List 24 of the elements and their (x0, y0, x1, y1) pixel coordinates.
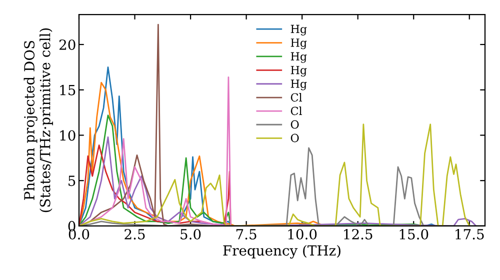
x-tick-label: 5.0 (180, 228, 201, 240)
x-axis-title: Frequency (THz) (223, 244, 340, 259)
legend-label: Hg (290, 80, 307, 90)
x-tick-label: 7.5 (236, 229, 256, 240)
x-tick-label: 17.5 (456, 228, 484, 240)
legend-label: O (290, 134, 299, 142)
legend-label: O (290, 120, 299, 129)
legend-label: Hg (290, 52, 307, 63)
y-tick-label: 5 (68, 176, 76, 186)
y-tick-label: 20 (59, 39, 76, 50)
x-tick-label: 2.5 (124, 228, 145, 240)
legend-label: Cl (290, 106, 302, 116)
x-tick-label: 12.5 (344, 228, 372, 240)
x-tick-label: 15.0 (400, 228, 428, 240)
legend-label: Hg (290, 66, 307, 77)
y-axis-title: Phonon projected DOS (States/THz·primitive cell) (24, 28, 53, 212)
y-tick-label: 10 (60, 130, 76, 141)
y-tick-label: 0 (68, 220, 76, 232)
legend-label: Hg (290, 38, 307, 50)
legend-label: Hg (290, 24, 307, 36)
legend-label: Cl (290, 93, 302, 102)
y-tick-label: 15 (60, 84, 76, 96)
x-tick-label: 0.0 (68, 228, 90, 240)
x-tick-label: 10.0 (288, 228, 317, 240)
